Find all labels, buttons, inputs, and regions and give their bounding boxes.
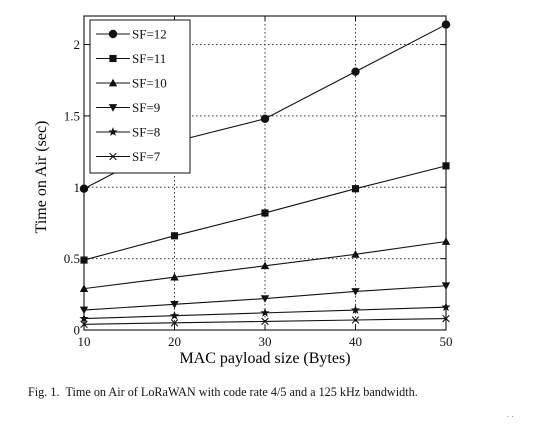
data-point <box>260 295 270 303</box>
legend-marker <box>108 29 118 39</box>
data-point <box>170 232 179 240</box>
x-tick-label: 10 <box>78 334 91 349</box>
data-point <box>169 310 180 320</box>
data-point <box>261 209 269 217</box>
legend-marker <box>108 104 118 112</box>
legend-marker <box>108 127 118 136</box>
data-point <box>261 317 269 326</box>
legend-entry: SF=10 <box>96 76 167 91</box>
data-point <box>170 272 179 281</box>
y-tick-label: 0.5 <box>64 251 80 266</box>
legend-label: SF=12 <box>132 27 167 42</box>
caption-text: Time on Air of LoRaWAN with code rate 4/… <box>65 385 418 399</box>
legend-marker <box>109 152 117 161</box>
data-point <box>351 288 360 296</box>
y-tick-label: 0 <box>74 323 81 338</box>
caption-label: Fig. 1. <box>28 385 60 399</box>
data-point <box>350 305 361 314</box>
legend-label: SF=7 <box>132 149 161 164</box>
legend-entry: SF=9 <box>96 100 160 115</box>
legend-entry: SF=11 <box>96 51 166 66</box>
axes: 10 20 30 40 50 0 0.5 1 1.5 2 <box>64 15 453 349</box>
legend-box <box>89 19 191 174</box>
legend-entry: SF=12 <box>96 27 167 42</box>
x-axis-label: MAC payload size (Bytes) <box>179 350 350 367</box>
corner-mark: · · <box>506 412 514 421</box>
data-point <box>260 308 270 317</box>
data-point <box>351 316 360 324</box>
data-point <box>351 185 360 193</box>
legend-marker <box>108 78 118 87</box>
y-tick-label: 1 <box>74 180 81 195</box>
data-point <box>351 67 360 76</box>
x-marker-stroke <box>261 317 269 326</box>
x-tick-label: 40 <box>349 334 362 349</box>
data-point <box>351 250 360 258</box>
figure-caption: Fig. 1. Time on Air of LoRaWAN with code … <box>28 385 490 399</box>
data-point <box>260 114 270 123</box>
legend-label: SF=10 <box>132 76 167 91</box>
series-sf-10 <box>79 237 451 292</box>
y-axis-label: Time on Air (sec) <box>33 121 50 234</box>
legend-entry: SF=7 <box>96 149 161 164</box>
x-marker-stroke <box>351 316 360 324</box>
legend-marker <box>109 54 117 63</box>
data-point <box>170 300 179 309</box>
y-tick-label: 2 <box>74 37 81 52</box>
x-tick-label: 30 <box>259 334 272 349</box>
legend-label: SF=11 <box>132 51 166 66</box>
series-sf-9 <box>79 282 451 315</box>
legend-label: SF=8 <box>132 125 160 140</box>
legend-label: SF=9 <box>132 100 160 115</box>
x-tick-label: 50 <box>440 334 453 349</box>
legend: SF=12 SF=11 SF=10 SF=9 SF=8 SF=7 <box>89 19 191 174</box>
x-tick-label: 20 <box>168 334 181 349</box>
y-tick-label: 1.5 <box>64 108 80 123</box>
x-marker-stroke <box>109 152 117 161</box>
data-point <box>260 261 270 270</box>
data-point <box>170 319 179 327</box>
x-marker-stroke <box>170 319 179 327</box>
legend-entry: SF=8 <box>96 125 160 140</box>
